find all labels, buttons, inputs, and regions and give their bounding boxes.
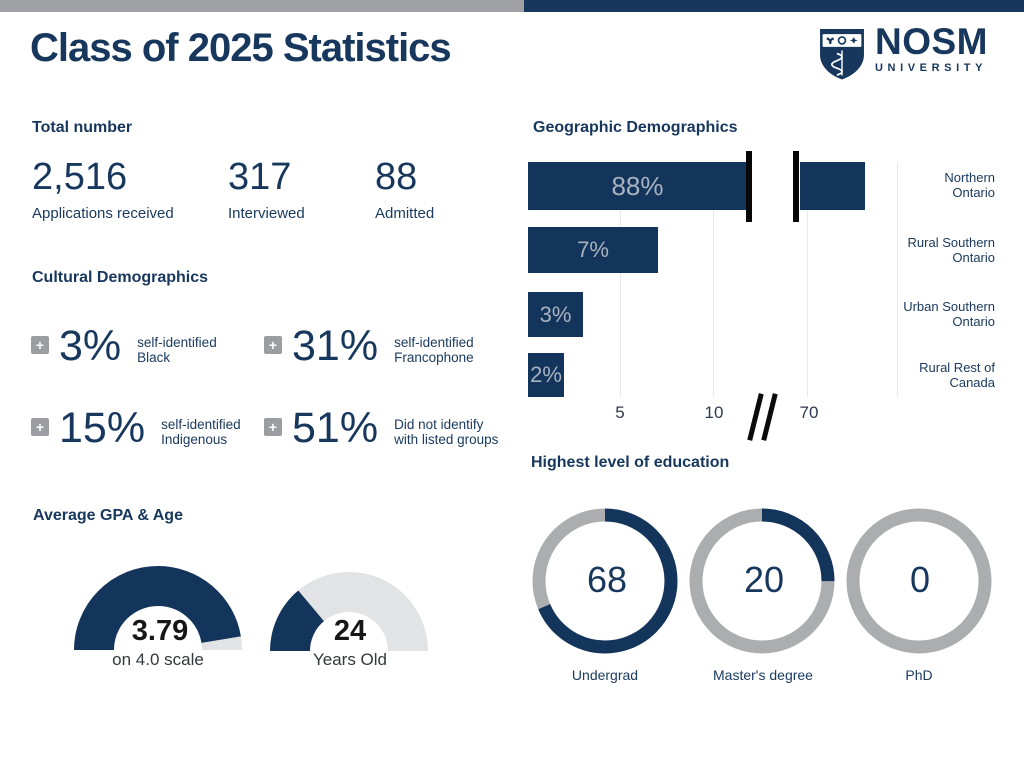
stat-admitted-label: Admitted [375,204,435,222]
cultural-item-black: + 3% self-identified Black [31,322,217,370]
stat-interviewed: 317 Interviewed [228,156,305,222]
donut-masters-label: Master's degree [713,667,813,683]
bar-value-label: 7% [577,237,609,262]
category-label-urban-southern-ontario: Urban Southern Ontario [903,299,995,330]
stat-applications-value: 2,516 [32,156,128,198]
donut-phd-value: 0 [909,559,931,600]
plus-icon: + [31,336,49,354]
bar-rural-rest-of-canada: 2% [528,353,564,397]
cultural-item-value: 31% [292,322,379,370]
category-label-rural-rest-of-canada: Rural Rest of Canada [919,360,995,391]
bar-northern-ontario: 88% [528,162,747,210]
category-label-northern-ontario: Northern Ontario [944,170,995,201]
cultural-item-label: self-identified Indigenous [161,417,241,448]
stat-interviewed-value: 317 [228,156,292,198]
axis-break-icon [747,393,764,441]
education-donuts [532,508,992,654]
bar-rural-southern-ontario: 7% [528,227,658,273]
cultural-item-not-identified: + 51% Did not identify with listed group… [264,404,498,452]
donut-undergrad-fill [532,508,678,654]
gridline [897,162,898,397]
gpa-gauge-fill [74,566,242,651]
bar-value-label: 2% [530,362,562,387]
axis-break-bar-icon [746,151,752,222]
gpa-age-heading: Average GPA & Age [33,507,183,524]
stat-interviewed-label: Interviewed [228,204,305,222]
plus-icon: + [264,336,282,354]
cultural-item-value: 15% [59,404,146,452]
nosm-shield-icon [820,28,864,80]
axis-break-icon [761,393,778,441]
age-value: 24 [333,615,367,647]
top-accent-bar-navy [524,0,1024,12]
age-label: Years Old [312,650,388,669]
gridline [620,162,621,397]
donut-undergrad-value: 68 [586,559,628,600]
x-axis-tick: 10 [704,403,724,422]
nosm-logo: NOSM UNIVERSITY [818,21,988,81]
gpa-label: on 4.0 scale [112,650,204,669]
plus-icon: + [264,418,282,436]
bar-urban-southern-ontario: 3% [528,292,583,337]
gpa-gauge [74,566,242,651]
gridline [807,162,808,397]
cultural-item-label: self-identified Francophone [394,335,474,366]
stat-admitted: 88 Admitted [375,156,435,222]
cultural-item-francophone: + 31% self-identified Francophone [264,322,474,370]
cultural-item-value: 3% [59,322,122,370]
page-title: Class of 2025 Statistics [30,26,452,70]
gridline [713,162,714,397]
donut-undergrad-label: Undergrad [571,667,639,683]
age-gauge-fill [270,572,428,652]
axis-break-bar-icon [793,151,799,222]
bar-value-label: 88% [611,170,664,201]
x-axis-tick: 70 [799,403,819,422]
donut-masters-fill [689,508,835,654]
stat-admitted-value: 88 [375,156,418,198]
cultural-item-label: Did not identify with listed groups [394,417,499,448]
donut-masters-value: 20 [743,559,785,600]
stat-applications: 2,516 Applications received [32,156,174,222]
bar-northern-ontario-after-break [800,162,865,210]
plus-icon: + [31,418,49,436]
cultural-item-indigenous: + 15% self-identified Indigenous [31,404,241,452]
stat-applications-label: Applications received [32,204,174,222]
logo-subtitle: UNIVERSITY [875,62,988,75]
cultural-item-value: 51% [292,404,379,452]
bar-value-label: 3% [539,301,572,327]
geographic-demographics-heading: Geographic Demographics [533,119,738,136]
donut-phd-label: PhD [905,667,933,683]
education-heading: Highest level of education [531,454,730,471]
cultural-item-label: self-identified Black [137,335,217,366]
logo-text: NOSM UNIVERSITY [875,21,988,75]
logo-acronym: NOSM [875,21,988,62]
category-label-rural-southern-ontario: Rural Southern Ontario [907,235,995,266]
cultural-demographics-heading: Cultural Demographics [32,269,209,286]
age-gauge [270,572,428,652]
x-axis-tick: 5 [615,403,625,422]
top-accent-bar-gray [0,0,524,12]
total-number-heading: Total number [32,119,133,136]
gpa-value: 3.79 [131,615,189,647]
